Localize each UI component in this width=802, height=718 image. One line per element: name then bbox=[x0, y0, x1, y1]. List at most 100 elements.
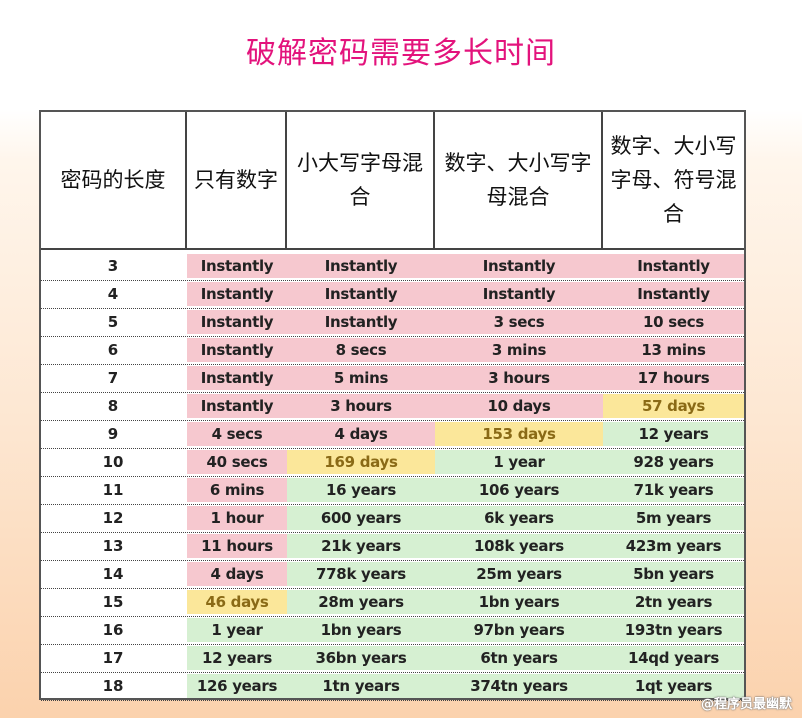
crack-time-cell: 153 days bbox=[435, 422, 603, 446]
table-row: 7 Instantly 5 mins 3 hours 17 hours bbox=[41, 364, 744, 393]
crack-time-cell: 4 days bbox=[187, 562, 287, 586]
crack-time-cell: 1 year bbox=[187, 618, 287, 642]
crack-time-cell: 169 days bbox=[287, 450, 435, 474]
crack-time-cell: 17 hours bbox=[603, 366, 744, 390]
crack-time-cell: 6 mins bbox=[187, 478, 287, 502]
crack-time-cell: 57 days bbox=[603, 394, 744, 418]
header-mixed-case-letters: 小大写字母混合 bbox=[287, 112, 435, 248]
header-numbers-mixed-case: 数字、大小写字母混合 bbox=[435, 112, 603, 248]
row-divider bbox=[41, 700, 744, 701]
crack-time-cell: 108k years bbox=[435, 534, 603, 558]
table-row: 18 126 years 1tn years 374tn years 1qt years bbox=[41, 672, 744, 701]
crack-time-cell: Instantly bbox=[187, 282, 287, 306]
row-divider bbox=[41, 616, 744, 617]
crack-time-cell: Instantly bbox=[287, 282, 435, 306]
crack-time-table: 密码的长度 只有数字 小大写字母混合 数字、大小写字母混合 数字、大小写字母、符… bbox=[39, 110, 746, 701]
password-length-cell: 16 bbox=[102, 621, 124, 639]
watermark: @程序员最幽默 bbox=[700, 697, 792, 712]
password-length-cell: 12 bbox=[102, 509, 124, 527]
crack-time-cell: 40 secs bbox=[187, 450, 287, 474]
crack-time-cell: Instantly bbox=[603, 254, 744, 278]
password-length-cell: 5 bbox=[107, 313, 119, 331]
crack-time-cell: 3 hours bbox=[435, 366, 603, 390]
table-row: 10 40 secs 169 days 1 year 928 years bbox=[41, 448, 744, 477]
crack-time-cell: 13 mins bbox=[603, 338, 744, 362]
table-row: 4 Instantly Instantly Instantly Instantly bbox=[41, 280, 744, 309]
crack-time-cell: Instantly bbox=[187, 366, 287, 390]
crack-time-cell: 25m years bbox=[435, 562, 603, 586]
crack-time-cell: Instantly bbox=[187, 338, 287, 362]
crack-time-cell: 1 hour bbox=[187, 506, 287, 530]
crack-time-cell: 8 secs bbox=[287, 338, 435, 362]
row-divider bbox=[41, 280, 744, 281]
crack-time-cell: 1tn years bbox=[287, 674, 435, 698]
row-divider bbox=[41, 532, 744, 533]
crack-time-cell: 5bn years bbox=[603, 562, 744, 586]
row-divider bbox=[41, 560, 744, 561]
crack-time-cell: 4 secs bbox=[187, 422, 287, 446]
crack-time-cell: 3 hours bbox=[287, 394, 435, 418]
password-length-cell: 10 bbox=[102, 453, 124, 471]
crack-time-cell: 778k years bbox=[287, 562, 435, 586]
crack-time-cell: 36bn years bbox=[287, 646, 435, 670]
crack-time-cell: 28m years bbox=[287, 590, 435, 614]
table-row: 13 11 hours 21k years 108k years 423m years bbox=[41, 532, 744, 561]
table-row: 17 12 years 36bn years 6tn years 14qd years bbox=[41, 644, 744, 673]
crack-time-cell: Instantly bbox=[435, 254, 603, 278]
row-divider bbox=[41, 672, 744, 673]
table-row: 9 4 secs 4 days 153 days 12 years bbox=[41, 420, 744, 449]
header-numbers-mixed-case-symbols: 数字、大小写字母、符号混合 bbox=[610, 134, 737, 226]
password-length-cell: 18 bbox=[102, 677, 124, 695]
crack-time-cell: Instantly bbox=[287, 254, 435, 278]
row-divider bbox=[41, 308, 744, 309]
crack-time-cell: Instantly bbox=[187, 254, 287, 278]
crack-time-cell: 106 years bbox=[435, 478, 603, 502]
password-length-cell: 7 bbox=[107, 369, 119, 387]
table-row: 5 Instantly Instantly 3 secs 10 secs bbox=[41, 308, 744, 337]
password-length-cell: 3 bbox=[107, 257, 119, 275]
crack-time-cell: 1bn years bbox=[287, 618, 435, 642]
crack-time-cell: 126 years bbox=[187, 674, 287, 698]
password-length-cell: 6 bbox=[107, 341, 119, 359]
row-divider bbox=[41, 476, 744, 477]
crack-time-cell: Instantly bbox=[287, 310, 435, 334]
crack-time-cell: 10 days bbox=[435, 394, 603, 418]
crack-time-cell: 6tn years bbox=[435, 646, 603, 670]
crack-time-cell: 928 years bbox=[603, 450, 744, 474]
crack-time-cell: 97bn years bbox=[435, 618, 603, 642]
crack-time-cell: 16 years bbox=[287, 478, 435, 502]
password-length-cell: 11 bbox=[102, 481, 124, 499]
row-divider bbox=[41, 504, 744, 505]
crack-time-cell: 12 years bbox=[603, 422, 744, 446]
row-divider bbox=[41, 644, 744, 645]
table-row: 14 4 days 778k years 25m years 5bn years bbox=[41, 560, 744, 589]
table-header: 密码的长度 只有数字 小大写字母混合 数字、大小写字母混合 数字、大小写字母、符… bbox=[41, 112, 744, 250]
password-length-cell: 14 bbox=[102, 565, 124, 583]
table-row: 11 6 mins 16 years 106 years 71k years bbox=[41, 476, 744, 505]
crack-time-cell: 423m years bbox=[603, 534, 744, 558]
crack-time-cell: 46 days bbox=[187, 590, 287, 614]
row-divider bbox=[41, 420, 744, 421]
crack-time-cell: 12 years bbox=[187, 646, 287, 670]
header-password-length: 密码的长度 bbox=[41, 112, 187, 248]
page-title: 破解密码需要多长时间 bbox=[246, 36, 556, 71]
row-divider bbox=[41, 588, 744, 589]
row-divider bbox=[41, 364, 744, 365]
password-length-cell: 4 bbox=[107, 285, 119, 303]
crack-time-cell: 1bn years bbox=[435, 590, 603, 614]
crack-time-cell: 193tn years bbox=[603, 618, 744, 642]
table-row: 6 Instantly 8 secs 3 mins 13 mins bbox=[41, 336, 744, 365]
table-row: 3 Instantly Instantly Instantly Instantly bbox=[41, 252, 744, 281]
table-row: 12 1 hour 600 years 6k years 5m years bbox=[41, 504, 744, 533]
crack-time-cell: 5m years bbox=[603, 506, 744, 530]
crack-time-cell: 14qd years bbox=[603, 646, 744, 670]
crack-time-cell: 3 mins bbox=[435, 338, 603, 362]
crack-time-cell: 1qt years bbox=[603, 674, 744, 698]
password-length-cell: 13 bbox=[102, 537, 124, 555]
password-length-cell: 17 bbox=[102, 649, 124, 667]
crack-time-cell: 6k years bbox=[435, 506, 603, 530]
table-row: 16 1 year 1bn years 97bn years 193tn years bbox=[41, 616, 744, 645]
row-divider bbox=[41, 336, 744, 337]
table-row: 8 Instantly 3 hours 10 days 57 days bbox=[41, 392, 744, 421]
password-length-cell: 15 bbox=[102, 593, 124, 611]
